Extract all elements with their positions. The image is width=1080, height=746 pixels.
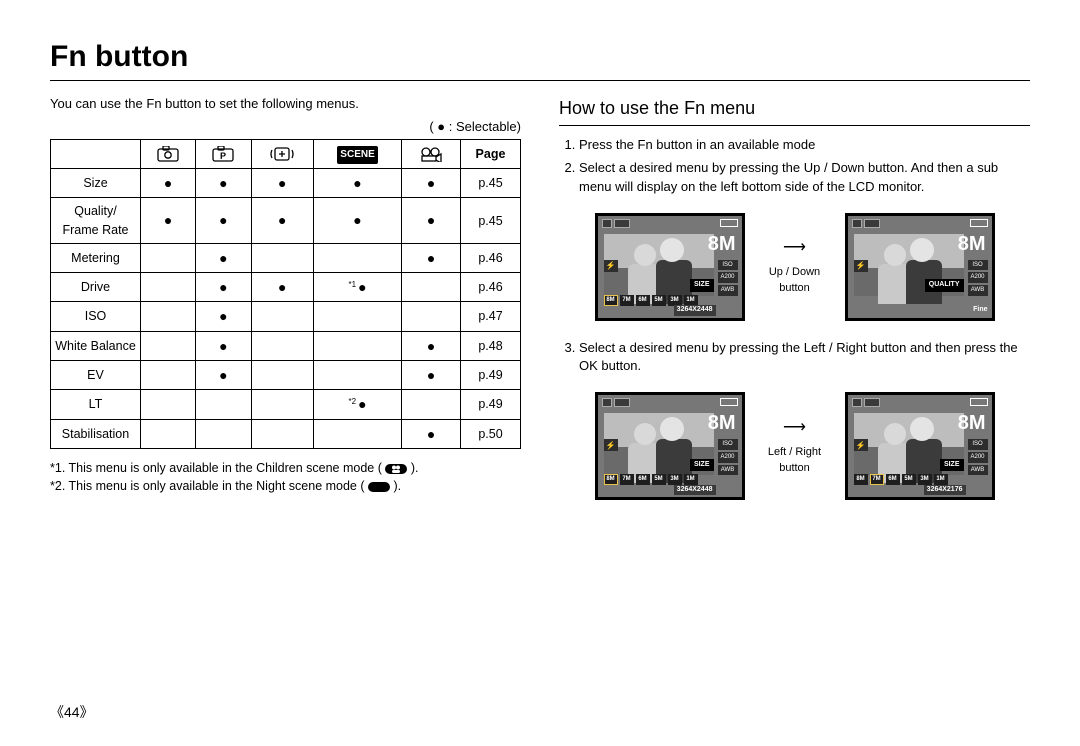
menu-label-size: SIZE — [940, 459, 964, 471]
table-row: Metering●●p.46 — [51, 243, 521, 272]
right-column: How to use the Fn menu Press the Fn butt… — [559, 95, 1030, 518]
resolution-text: 3264X2176 — [924, 485, 966, 495]
table-row: Size●●●●●p.45 — [51, 169, 521, 198]
screen-row-1: ⚡ 8M ISOA200AWB SIZE 8M7M6M5M3M1M 3264X2… — [559, 213, 1030, 321]
page-number: 《44》 — [50, 702, 94, 722]
table-row: EV●●p.49 — [51, 360, 521, 389]
resolution-badge: 8M — [958, 230, 986, 259]
table-row: LT*2●p.49 — [51, 390, 521, 419]
lcd-screenshot-size: ⚡ 8M ISOA200AWB SIZE 8M7M6M5M3M1M 3264X2… — [595, 213, 745, 321]
resolution-badge: 8M — [708, 230, 736, 259]
footnote-1-post: ). — [411, 461, 419, 475]
menu-label-size: SIZE — [690, 279, 714, 291]
mode-movie-icon — [402, 139, 461, 169]
lcd-screenshot-size-3: ⚡ 8M ISOA200AWB SIZE 8M7M6M5M3M1M 3264X2… — [845, 392, 995, 500]
menu-label-size: SIZE — [690, 459, 714, 471]
quality-value: Fine — [973, 305, 987, 315]
lcd-screenshot-quality: ⚡ 8M ISOA200AWB QUALITY Fine — [845, 213, 995, 321]
night-mode-icon — [368, 482, 390, 492]
mode-shake-icon — [251, 139, 313, 169]
resolution-badge: 8M — [958, 409, 986, 438]
resolution-badge: 8M — [708, 409, 736, 438]
footnote-1-pre: *1. This menu is only available in the C… — [50, 461, 385, 475]
svg-text:P: P — [220, 151, 226, 161]
table-row: White Balance●●p.48 — [51, 331, 521, 360]
screen-row-2: ⚡ 8M ISOA200AWB SIZE 8M7M6M5M3M1M 3264X2… — [559, 392, 1030, 500]
children-mode-icon — [385, 464, 407, 474]
table-row: ISO●p.47 — [51, 302, 521, 331]
mode-program-icon: P — [196, 139, 251, 169]
footnote-2-post: ). — [393, 479, 401, 493]
step-2: Select a desired menu by pressing the Up… — [579, 159, 1030, 197]
table-row: Quality/Frame Rate●●●●●p.45 — [51, 198, 521, 243]
mode-scene-icon: SCENE — [313, 139, 401, 169]
arrow-leftright: ⟶ Left / Right button — [759, 416, 831, 477]
left-column: You can use the Fn button to set the fol… — [50, 95, 521, 518]
fn-menu-table: P SCENE Page Size●●●●●p.45Quality/Frame … — [50, 139, 521, 449]
how-to-heading: How to use the Fn menu — [559, 95, 1030, 126]
menu-label-quality: QUALITY — [925, 279, 964, 291]
page-column-head: Page — [461, 139, 521, 169]
legend-text: ( ● : Selectable) — [50, 118, 521, 137]
mode-auto-icon — [141, 139, 196, 169]
page-title: Fn button — [50, 40, 1030, 81]
resolution-text: 3264X2448 — [674, 305, 716, 315]
table-row: Drive●●*1●p.46 — [51, 273, 521, 302]
arrow-updown: ⟶ Up / Down button — [759, 236, 831, 297]
table-footnotes: *1. This menu is only available in the C… — [50, 459, 521, 495]
table-header-row: P SCENE Page — [51, 139, 521, 169]
step-3: Select a desired menu by pressing the Le… — [579, 339, 1030, 377]
step-1: Press the Fn button in an available mode — [579, 136, 1030, 155]
footnote-2-pre: *2. This menu is only available in the N… — [50, 479, 368, 493]
lcd-screenshot-size-2: ⚡ 8M ISOA200AWB SIZE 8M7M6M5M3M1M 3264X2… — [595, 392, 745, 500]
intro-text: You can use the Fn button to set the fol… — [50, 95, 521, 114]
resolution-text: 3264X2448 — [674, 485, 716, 495]
table-row: Stabilisation●p.50 — [51, 419, 521, 448]
